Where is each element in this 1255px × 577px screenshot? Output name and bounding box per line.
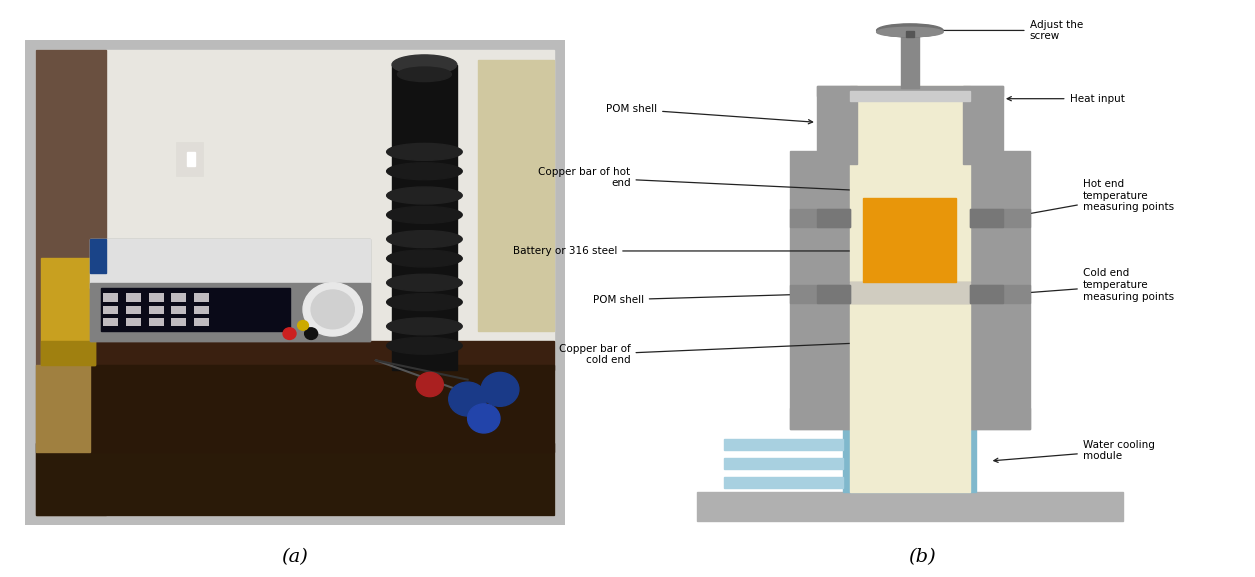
Bar <box>817 85 1003 96</box>
Circle shape <box>449 382 487 416</box>
Text: Cold end
temperature
measuring points: Cold end temperature measuring points <box>1008 268 1173 302</box>
Bar <box>126 317 141 327</box>
Bar <box>791 209 850 227</box>
Bar <box>68 365 553 452</box>
Bar <box>103 305 118 314</box>
Bar <box>478 60 553 331</box>
Circle shape <box>468 404 499 433</box>
Bar <box>850 91 970 102</box>
Text: Battery or 316 steel: Battery or 316 steel <box>513 246 878 256</box>
Bar <box>724 477 843 488</box>
Ellipse shape <box>876 24 944 37</box>
Bar <box>791 409 1029 429</box>
Bar <box>90 239 105 273</box>
Bar <box>90 239 370 287</box>
Ellipse shape <box>876 27 944 37</box>
Bar <box>850 114 970 493</box>
Circle shape <box>481 372 518 406</box>
Ellipse shape <box>387 274 462 291</box>
Ellipse shape <box>387 207 462 223</box>
Bar <box>148 305 164 314</box>
Bar <box>697 493 1123 522</box>
Bar <box>195 317 210 327</box>
Bar <box>970 151 1029 429</box>
Bar <box>817 283 1003 304</box>
Bar <box>963 85 1003 164</box>
Bar <box>176 142 203 176</box>
Ellipse shape <box>387 294 462 310</box>
Text: POM shell: POM shell <box>606 104 812 124</box>
Bar <box>392 65 457 370</box>
Bar <box>172 293 187 302</box>
Text: Water cooling
module: Water cooling module <box>994 440 1155 462</box>
Bar <box>817 209 850 227</box>
Bar <box>724 458 843 470</box>
Ellipse shape <box>387 187 462 204</box>
Circle shape <box>305 328 318 339</box>
Bar <box>90 239 370 341</box>
Bar <box>817 285 850 304</box>
Bar <box>103 317 118 327</box>
Bar <box>970 209 1029 227</box>
Ellipse shape <box>387 144 462 160</box>
Bar <box>100 287 290 331</box>
Bar <box>901 28 919 88</box>
Ellipse shape <box>398 67 452 81</box>
Bar <box>103 293 118 302</box>
Bar <box>970 285 1029 304</box>
Bar <box>36 50 105 515</box>
Bar <box>172 317 187 327</box>
Bar <box>148 317 164 327</box>
Bar <box>41 341 95 365</box>
Bar <box>791 151 850 429</box>
Bar <box>817 85 857 164</box>
Circle shape <box>417 372 443 396</box>
Text: POM shell: POM shell <box>592 291 846 305</box>
Bar <box>148 293 164 302</box>
Text: Hot end
temperature
measuring points: Hot end temperature measuring points <box>1007 179 1173 219</box>
Bar <box>36 443 553 515</box>
Bar <box>195 305 210 314</box>
Text: (b): (b) <box>909 549 936 567</box>
Ellipse shape <box>387 163 462 180</box>
Text: (a): (a) <box>281 549 309 567</box>
Circle shape <box>302 283 363 336</box>
Bar <box>970 209 1003 227</box>
Bar <box>36 365 90 452</box>
Bar <box>863 198 956 283</box>
Bar <box>126 305 141 314</box>
Bar <box>195 293 210 302</box>
Bar <box>126 293 141 302</box>
Circle shape <box>297 321 309 330</box>
Text: Adjust the
screw: Adjust the screw <box>921 20 1083 41</box>
Bar <box>68 341 553 370</box>
Ellipse shape <box>387 250 462 267</box>
Circle shape <box>284 328 296 339</box>
Ellipse shape <box>387 318 462 335</box>
Bar <box>41 258 95 365</box>
Bar <box>724 439 843 451</box>
Bar <box>906 31 914 38</box>
Bar <box>187 152 195 166</box>
Ellipse shape <box>387 231 462 248</box>
Text: Heat input: Heat input <box>1008 93 1124 104</box>
Circle shape <box>311 290 354 329</box>
Text: Copper bar of
cold end: Copper bar of cold end <box>558 341 860 365</box>
Bar <box>90 283 370 341</box>
Ellipse shape <box>387 337 462 354</box>
Bar <box>850 283 970 304</box>
Bar <box>850 85 970 164</box>
Bar <box>172 305 187 314</box>
Text: Copper bar of hot
end: Copper bar of hot end <box>538 167 860 192</box>
Bar <box>970 285 1003 304</box>
Ellipse shape <box>392 55 457 74</box>
Bar <box>791 285 850 304</box>
Bar <box>843 429 976 493</box>
